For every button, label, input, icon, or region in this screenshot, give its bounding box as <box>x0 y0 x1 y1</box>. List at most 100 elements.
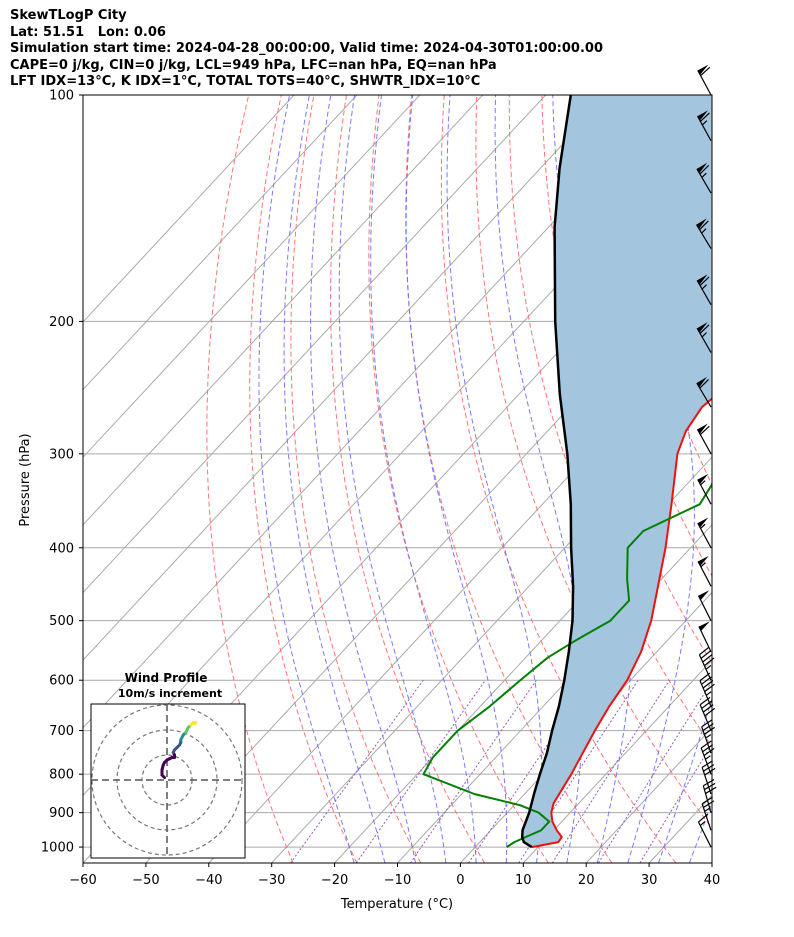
wind-barb-staff <box>697 70 712 96</box>
hodograph-title: Wind Profile <box>125 671 208 685</box>
wind-barb-flag <box>698 621 710 632</box>
wind-barb-full <box>704 726 715 735</box>
dry-adiabat <box>770 95 794 863</box>
wind-barb-half <box>701 172 707 178</box>
y-tick-label: 500 <box>49 614 74 629</box>
y-axis-label: Pressure (hPa) <box>18 433 33 526</box>
wind-barb-half <box>700 562 706 568</box>
x-tick-label: −20 <box>321 873 348 888</box>
wind-barb-full <box>700 66 711 77</box>
mixing-ratio-line <box>639 743 712 863</box>
wind-barb-half <box>701 228 707 234</box>
isotherm-line <box>83 95 672 729</box>
wind-barb-half <box>701 284 707 290</box>
wind-barb-flag <box>696 376 708 388</box>
wind-barb-half <box>699 821 706 827</box>
wind-barb-full <box>699 164 710 175</box>
x-tick-label: 20 <box>578 873 595 888</box>
wind-barb-full <box>700 650 712 659</box>
isotherm-line <box>83 95 295 323</box>
wind-barb-full <box>699 379 710 389</box>
wind-barb-full <box>701 700 712 709</box>
wind-barb-flag <box>696 218 707 229</box>
wind-barb <box>696 162 712 194</box>
y-tick-label: 100 <box>49 89 74 104</box>
wind-barb-full <box>705 786 717 794</box>
moist-adiabat <box>688 801 712 863</box>
wind-barb-full <box>704 683 715 693</box>
wind-barb-flag <box>697 517 709 528</box>
wind-barb-full <box>702 704 714 713</box>
x-axis-ticks: −60 −50 −40 −30 −20 −10 0 10 20 30 40 <box>69 863 720 888</box>
wind-barb-half <box>704 807 711 812</box>
isotherm-line <box>397 524 712 863</box>
hodograph-segment <box>193 721 198 726</box>
y-tick-label: 600 <box>49 674 74 689</box>
wind-barb-staff <box>701 803 712 831</box>
x-axis-label: Temperature (°C) <box>340 897 453 912</box>
y-tick-label: 400 <box>49 541 74 556</box>
isotherm-line <box>83 95 484 526</box>
moist-adiabat <box>494 95 584 863</box>
wind-barb-half <box>700 523 706 529</box>
dry-adiabat <box>368 95 549 863</box>
wind-barb-half <box>705 691 712 696</box>
wind-barb-full <box>702 653 713 663</box>
isotherm-line <box>83 95 609 661</box>
wind-barb <box>696 274 712 305</box>
y-tick-label: 200 <box>49 315 74 330</box>
wind-barb-half <box>700 480 706 486</box>
dry-adiabat <box>737 95 794 863</box>
wind-barb-full <box>699 324 710 334</box>
wind-barb <box>697 64 712 96</box>
x-tick-label: 30 <box>641 873 658 888</box>
wind-barb-staff <box>701 726 712 754</box>
dry-adiabat <box>475 95 712 829</box>
mixing-ratio-line <box>290 679 424 863</box>
wind-barb-flag <box>698 590 710 601</box>
moist-adiabat <box>720 95 794 863</box>
x-tick-label: 0 <box>456 873 464 888</box>
wind-barb-full <box>699 276 710 286</box>
wind-barb-half <box>705 664 712 670</box>
wind-barb-full <box>704 657 715 667</box>
wind-barb <box>696 322 712 353</box>
mixing-ratio-line <box>597 680 712 863</box>
cin-shading <box>522 95 712 848</box>
wind-barb-full <box>700 740 712 749</box>
wind-barb-full <box>699 696 711 706</box>
wind-barb-full <box>701 719 713 728</box>
temperature-line <box>531 397 712 849</box>
wind-barb-staff <box>699 680 712 707</box>
wind-barb-flag <box>697 274 708 285</box>
chart-title: SkewTLogP City <box>10 8 127 23</box>
hodograph-inset: Wind Profile 10m/s increment <box>90 671 246 859</box>
wind-barb <box>696 110 712 141</box>
wind-barb-flag <box>697 322 708 333</box>
hodograph-subtitle: 10m/s increment <box>118 687 222 700</box>
wind-barb <box>697 473 712 505</box>
wind-barb <box>702 779 717 813</box>
wind-barb-staff <box>702 785 712 813</box>
moist-adiabat <box>370 95 477 863</box>
moist-adiabat <box>338 95 447 863</box>
convective-params-line: CAPE=0 j/kg, CIN=0 j/kg, LCL=949 hPa, LF… <box>10 57 497 73</box>
wind-barb-half <box>705 734 712 739</box>
moist-adiabat <box>405 95 508 863</box>
wind-barb <box>700 740 715 775</box>
moist-adiabat <box>658 697 712 863</box>
y-tick-label: 1000 <box>41 841 74 856</box>
isotherm-line <box>711 862 712 863</box>
isotherm-line <box>208 321 712 863</box>
wind-barb-flag <box>697 110 708 121</box>
moist-adiabat <box>310 95 416 863</box>
mixing-ratio-line <box>409 679 537 863</box>
x-tick-label: 40 <box>704 873 721 888</box>
cape-cin-shading <box>522 95 712 848</box>
wind-barb-half <box>705 755 711 760</box>
wind-barb-half <box>701 332 707 338</box>
isotherm-line <box>83 95 358 391</box>
wind-barb-full <box>702 723 714 731</box>
wind-barbs <box>695 64 717 848</box>
wind-barb-full <box>699 425 710 436</box>
